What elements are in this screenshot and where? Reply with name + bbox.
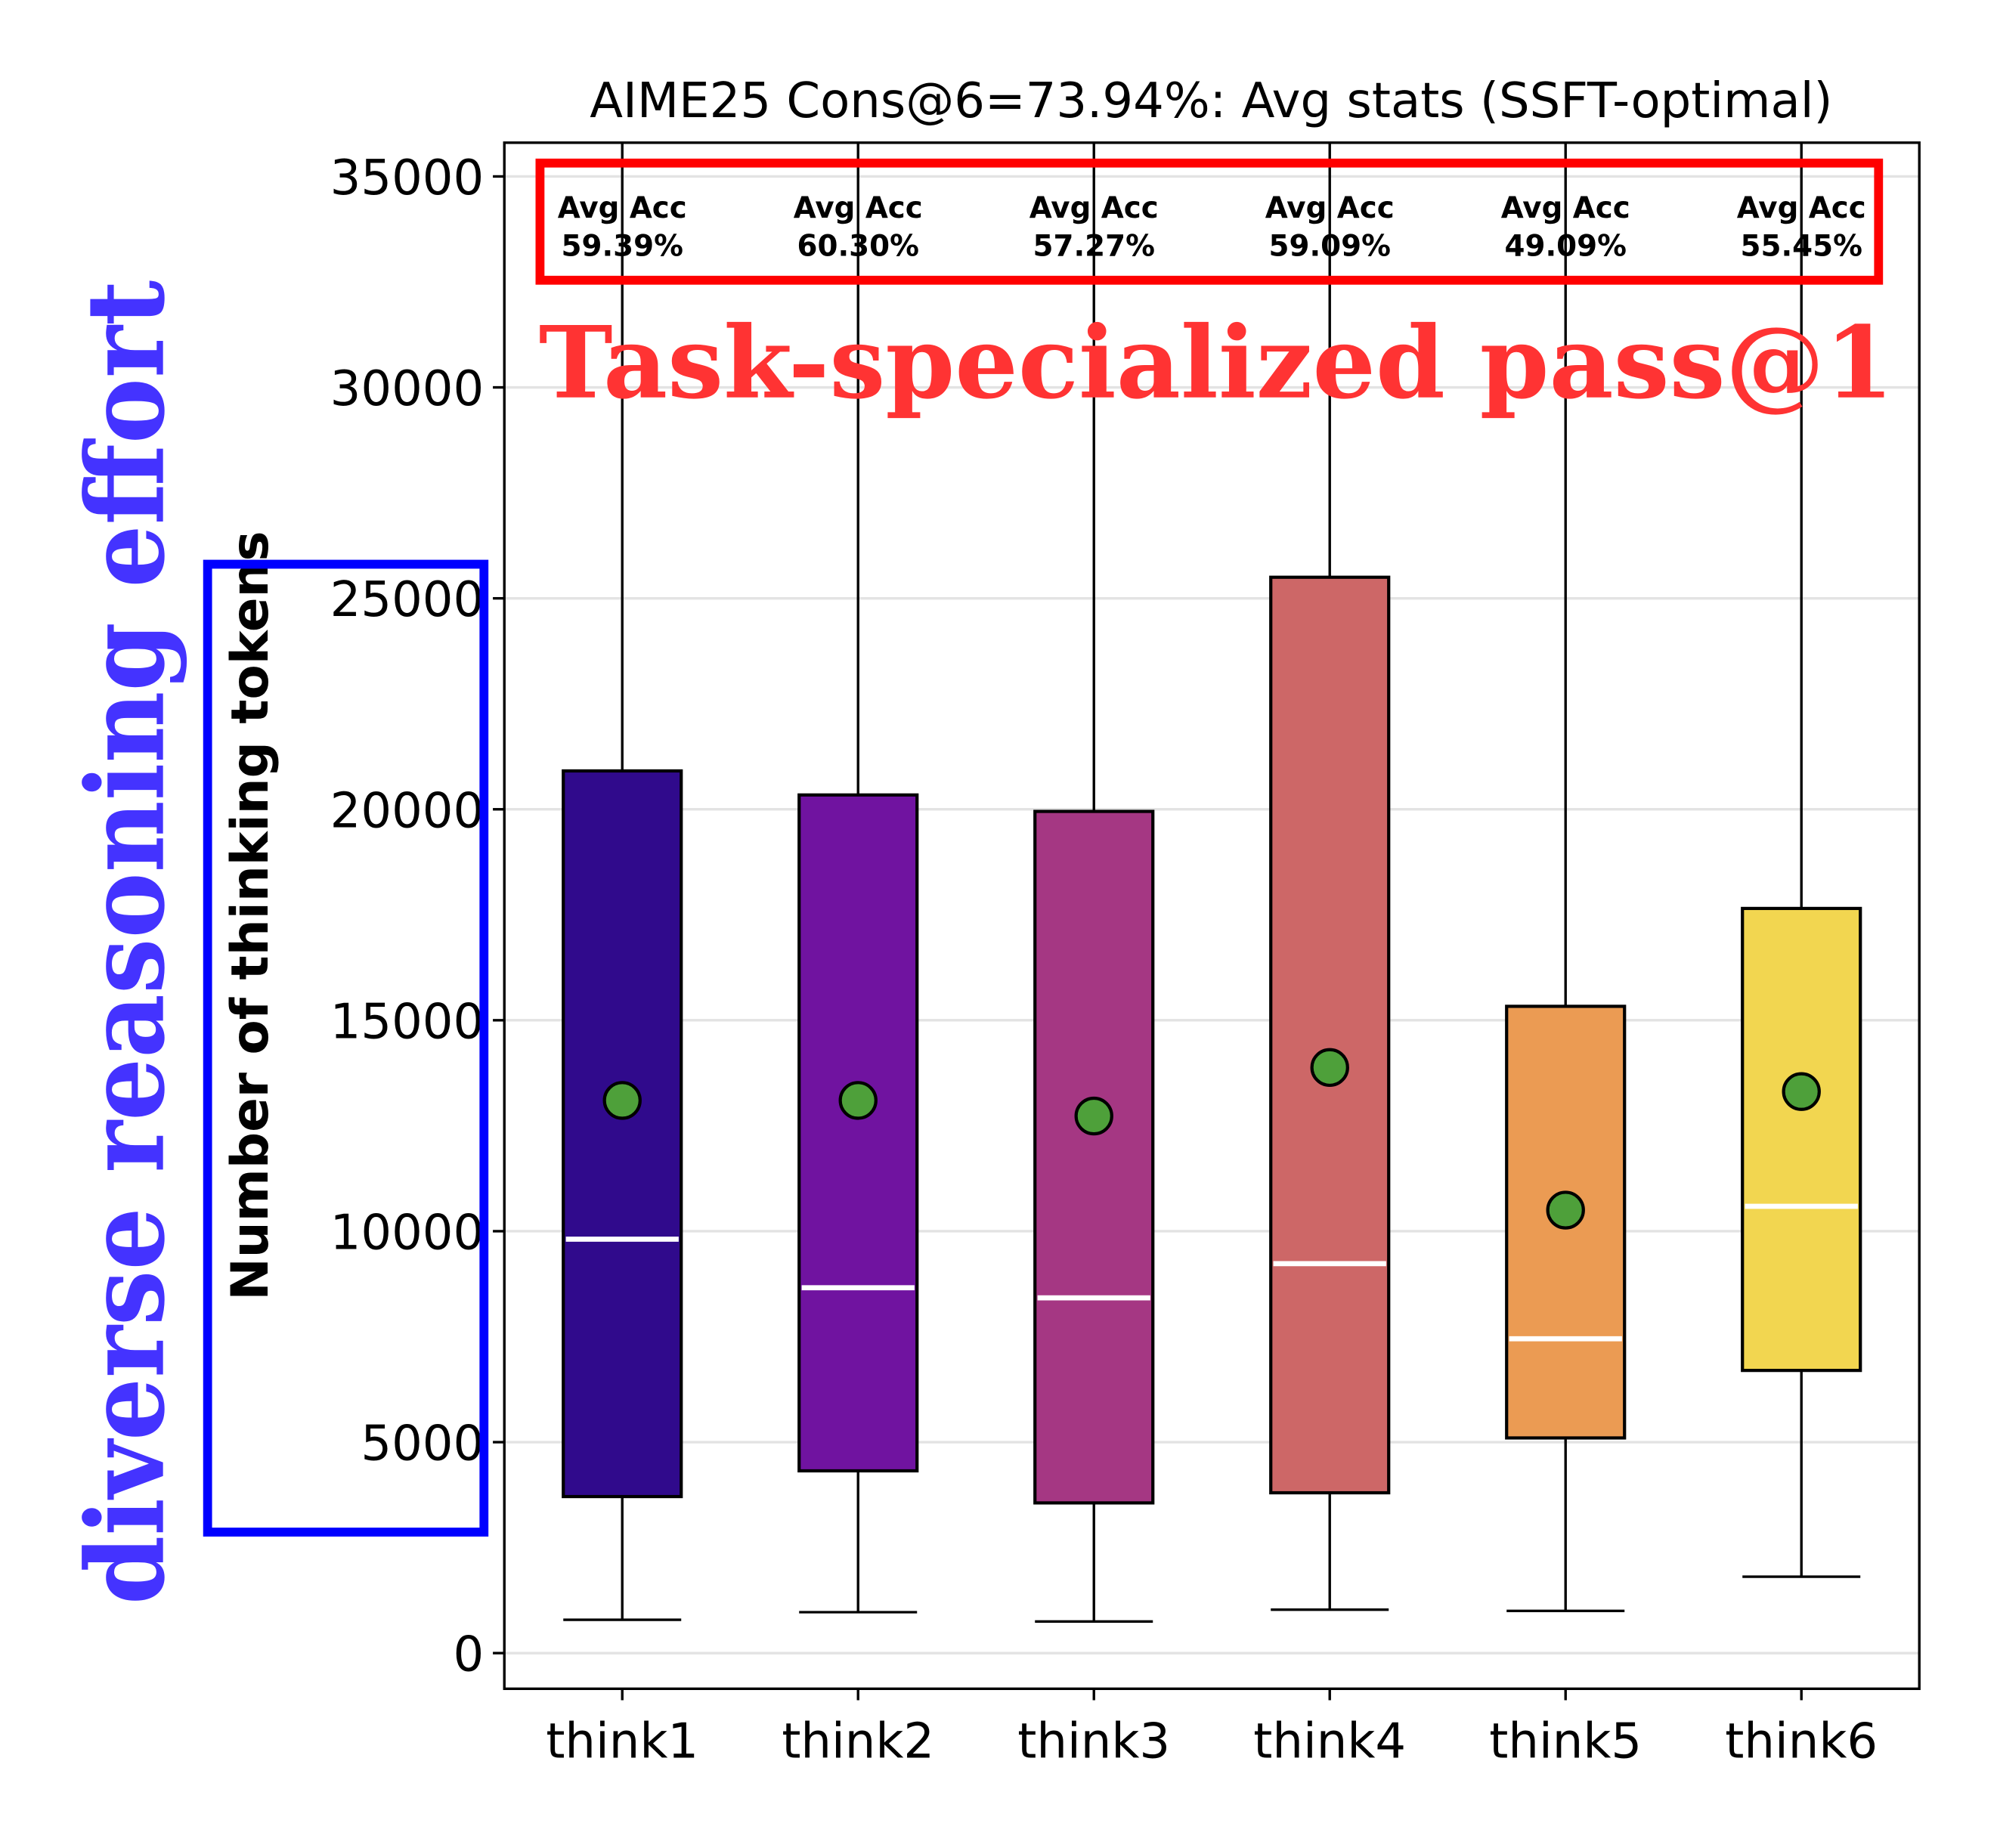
accuracy-label-title: Avg Acc bbox=[1029, 191, 1159, 225]
accuracy-label-value: 57.27% bbox=[1033, 230, 1155, 264]
axes-frame bbox=[503, 141, 1921, 1690]
highlight-box-accuracy bbox=[535, 158, 1884, 285]
annotation-task-specialized: Task-specialized pass@1 bbox=[539, 305, 1894, 421]
box-think2 bbox=[797, 793, 919, 1473]
y-tick-label: 5000 bbox=[361, 1416, 484, 1472]
accuracy-labels: Avg Acc 59.39% Avg Acc 60.30% Avg Acc 57.27% A… bbox=[558, 191, 1866, 264]
box-think4 bbox=[1269, 575, 1391, 1495]
x-ticks: think1 think2 think3 think4 think5 think6 bbox=[546, 1689, 1878, 1769]
x-tick-label: think6 bbox=[1725, 1713, 1878, 1769]
mean-marker bbox=[1074, 1096, 1113, 1136]
y-tick-label: 10000 bbox=[330, 1206, 485, 1261]
accuracy-label-title: Avg Acc bbox=[558, 191, 687, 225]
x-tick-label: think3 bbox=[1017, 1713, 1170, 1769]
accuracy-label-value: 59.39% bbox=[562, 230, 683, 264]
y-tick-label: 15000 bbox=[330, 994, 485, 1050]
y-axis-label: Number of thinking tokens bbox=[220, 531, 280, 1300]
y-tick-label: 30000 bbox=[330, 361, 485, 417]
accuracy-label-title: Avg Acc bbox=[1501, 191, 1630, 225]
box-think5 bbox=[1505, 1004, 1627, 1440]
boxes bbox=[562, 142, 1862, 1623]
y-tick-label: 35000 bbox=[330, 150, 485, 206]
accuracy-label-title: Avg Acc bbox=[1737, 191, 1866, 225]
x-tick-label: think5 bbox=[1489, 1713, 1642, 1769]
mean-marker bbox=[1546, 1190, 1585, 1230]
accuracy-label-value: 49.09% bbox=[1505, 230, 1627, 264]
mean-marker bbox=[1310, 1048, 1349, 1088]
mean-marker bbox=[838, 1081, 878, 1120]
accuracy-label-title: Avg Acc bbox=[794, 191, 923, 225]
accuracy-label-value: 59.09% bbox=[1269, 230, 1391, 264]
accuracy-label-title: Avg Acc bbox=[1265, 191, 1395, 225]
box-think6 bbox=[1741, 906, 1862, 1373]
x-tick-label: think2 bbox=[782, 1713, 934, 1769]
accuracy-label-value: 55.45% bbox=[1741, 230, 1862, 264]
mean-marker bbox=[602, 1081, 642, 1120]
highlight-box-axis bbox=[203, 559, 489, 1537]
y-tick-label: 25000 bbox=[330, 572, 485, 628]
y-tick-label: 0 bbox=[454, 1627, 485, 1683]
box-think3 bbox=[1033, 809, 1155, 1505]
accuracy-label-value: 60.30% bbox=[797, 230, 919, 264]
grid bbox=[504, 175, 1920, 1655]
mean-marker bbox=[1782, 1072, 1821, 1111]
y-tick-label: 20000 bbox=[330, 783, 485, 839]
box-think1 bbox=[562, 769, 683, 1499]
annotation-diverse-reasoning: diverse reasoning effort bbox=[63, 280, 189, 1605]
x-tick-label: think4 bbox=[1253, 1713, 1406, 1769]
x-tick-label: think1 bbox=[546, 1713, 698, 1769]
chart-title: AIME25 Cons@6=73.94%: Avg stats (SSFT-op… bbox=[590, 73, 1832, 129]
y-ticks: 0 5000 10000 15000 20000 25000 30000 35000 bbox=[330, 150, 505, 1683]
